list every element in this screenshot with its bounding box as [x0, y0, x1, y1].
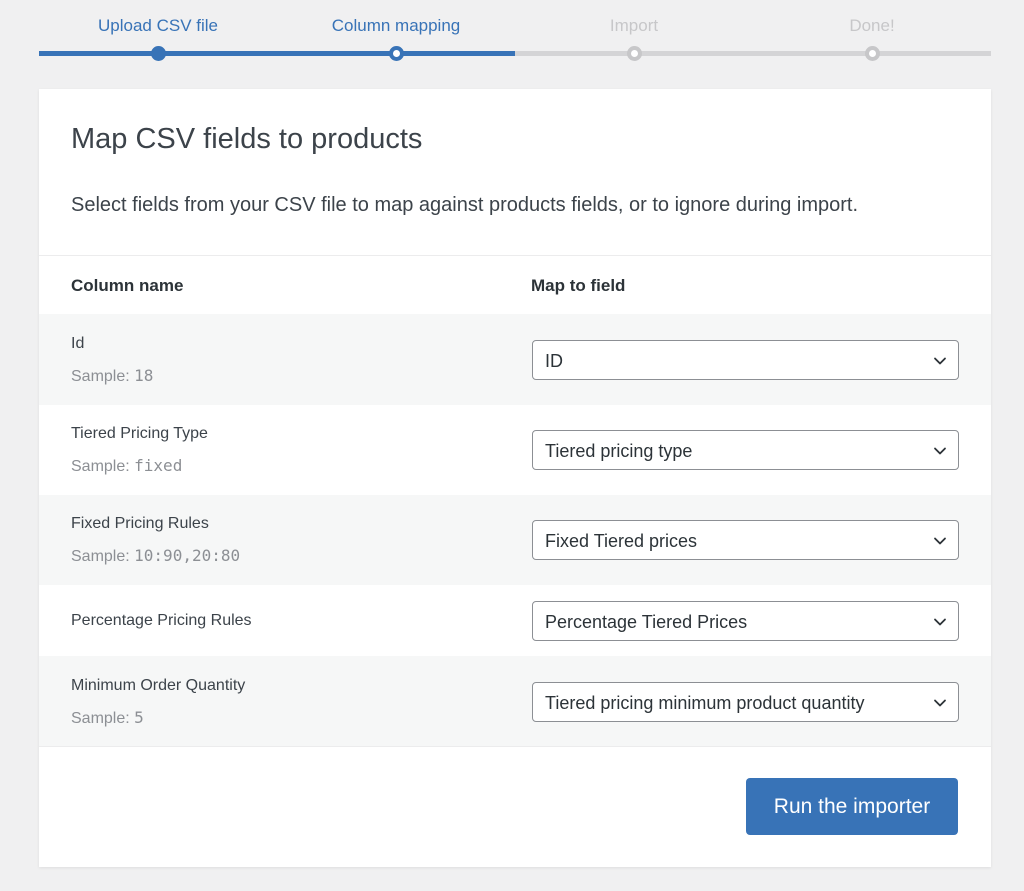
map-field-select-percentage-pricing-rules[interactable]: Percentage Tiered Prices [532, 601, 959, 641]
sample-label: Sample: [71, 368, 130, 385]
step-dot [389, 46, 404, 61]
divider [39, 255, 991, 256]
mapping-table: Id Sample: 18 ID Tiered Pricing Type Sam… [39, 314, 991, 747]
sample-label: Sample: [71, 458, 130, 475]
step-label: Done! [849, 16, 895, 35]
mapping-row-fixed-pricing-rules: Fixed Pricing Rules Sample: 10:90,20:80 … [39, 495, 991, 585]
import-progress-steps: Upload CSV file Column mapping Import Do… [39, 0, 991, 70]
divider [39, 746, 991, 747]
step-dot [865, 46, 880, 61]
step-done: Done! [753, 0, 991, 70]
map-field-select-id[interactable]: ID [532, 340, 959, 380]
column-sample: Sample: fixed [71, 456, 182, 477]
progress-track-fill [39, 51, 515, 56]
page-description: Select fields from your CSV file to map … [71, 194, 859, 216]
column-header-name: Column name [71, 276, 184, 295]
sample-label: Sample: [71, 710, 130, 727]
step-dot [627, 46, 642, 61]
column-sample: Sample: 5 [71, 708, 144, 729]
step-import: Import [515, 0, 753, 70]
mapping-card: Map CSV fields to products Select fields… [39, 89, 991, 867]
page-title: Map CSV fields to products [71, 123, 423, 155]
column-name: Fixed Pricing Rules [71, 515, 209, 532]
select-value: Tiered pricing minimum product quantity [545, 693, 865, 713]
column-sample: Sample: 18 [71, 366, 153, 387]
column-name: Tiered Pricing Type [71, 425, 208, 442]
chevron-down-icon [934, 618, 946, 626]
step-dot [151, 46, 166, 61]
column-name: Id [71, 335, 85, 352]
step-column-mapping: Column mapping [277, 0, 515, 70]
sample-value: 18 [134, 366, 154, 385]
sample-value: fixed [134, 456, 183, 475]
mapping-row-tiered-pricing-type: Tiered Pricing Type Sample: fixed Tiered… [39, 405, 991, 495]
column-name: Minimum Order Quantity [71, 677, 246, 694]
chevron-down-icon [934, 537, 946, 545]
select-value: Fixed Tiered prices [545, 531, 698, 551]
map-field-select-minimum-order-quantity[interactable]: Tiered pricing minimum product quantity [532, 682, 959, 722]
select-value: Percentage Tiered Prices [545, 612, 748, 632]
mapping-row-id: Id Sample: 18 ID [39, 314, 991, 405]
map-field-select-tiered-pricing-type[interactable]: Tiered pricing type [532, 430, 959, 470]
chevron-down-icon [934, 699, 946, 707]
sample-value: 5 [134, 708, 144, 727]
select-value: ID [545, 351, 563, 371]
run-importer-button[interactable]: Run the importer [746, 778, 958, 835]
sample-label: Sample: [71, 548, 130, 565]
mapping-row-percentage-pricing-rules: Percentage Pricing Rules Percentage Tier… [39, 585, 991, 656]
column-header-map: Map to field [531, 276, 626, 295]
progress-track [39, 51, 991, 56]
step-label: Upload CSV file [97, 16, 218, 35]
column-name: Percentage Pricing Rules [71, 612, 252, 629]
sample-value: 10:90,20:80 [134, 546, 241, 565]
step-label: Import [609, 16, 659, 35]
map-field-select-fixed-pricing-rules[interactable]: Fixed Tiered prices [532, 520, 959, 560]
step-upload-csv: Upload CSV file [39, 0, 277, 70]
mapping-row-minimum-order-quantity: Minimum Order Quantity Sample: 5 Tiered … [39, 656, 991, 747]
chevron-down-icon [934, 447, 946, 455]
column-sample: Sample: 10:90,20:80 [71, 546, 240, 567]
select-value: Tiered pricing type [545, 441, 693, 461]
chevron-down-icon [934, 357, 946, 365]
step-label: Column mapping [331, 16, 461, 35]
